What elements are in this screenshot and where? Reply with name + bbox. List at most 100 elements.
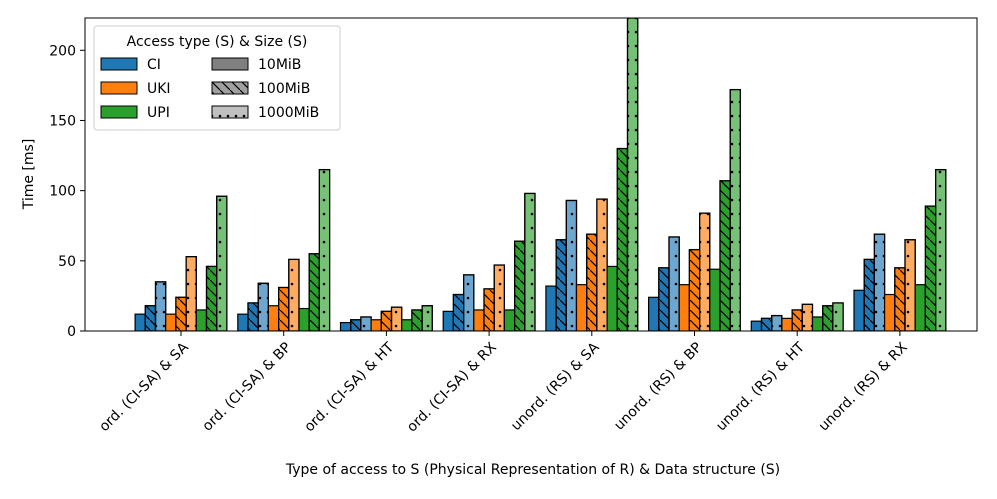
bars-layer: [134, 18, 947, 331]
bar-upi-10mib-ord-ci-sa-bp: [298, 307, 310, 331]
bar-pattern-upi-1000mib-unord-rs-sa: [626, 18, 639, 331]
bar-pattern-upi-1000mib-unord-rs-bp: [729, 88, 742, 331]
bar-uki-10mib-ord-ci-sa-bp: [267, 305, 280, 331]
bar-upi-10mib-ord-ci-sa-rx: [503, 309, 516, 331]
x-tick-label-ord-ci-sa-ht: ord. (CI-SA) & HT: [302, 339, 398, 435]
bar-pattern-uki-1000mib-ord-ci-sa-rx: [493, 264, 506, 331]
bar-pattern-uki-1000mib-unord-rs-bp: [698, 212, 711, 331]
bar-pattern-uki-100mib-unord-rs-bp: [688, 248, 701, 331]
legend-swatch-ci: [100, 57, 138, 71]
y-tick-label-100: 100: [49, 184, 76, 200]
y-tick-label-150: 150: [49, 113, 76, 129]
bar-pattern-upi-100mib-ord-ci-sa-rx: [513, 240, 526, 331]
bar-uki-10mib-unord-rs-sa: [575, 284, 588, 331]
x-tick-label-unord-rs-rx: unord. (RS) & RX: [816, 339, 911, 434]
bar-pattern-ci-1000mib-ord-ci-sa-ht: [360, 316, 372, 331]
x-axis-label: Type of access to S (Physical Representa…: [285, 462, 780, 478]
y-tick-label-200: 200: [49, 43, 76, 59]
bar-pattern-upi-1000mib-ord-ci-sa-bp: [318, 168, 331, 331]
legend-frame: [93, 25, 341, 131]
legend-swatch-10mib: [211, 57, 249, 71]
bar-uki-10mib-unord-rs-ht: [781, 317, 793, 331]
bar-pattern-upi-1000mib-unord-rs-ht: [832, 302, 844, 331]
bar-pattern-upi-100mib-unord-rs-ht: [822, 305, 834, 331]
legend-swatch-100mib-pattern: [211, 81, 249, 95]
bar-pattern-ci-100mib-ord-ci-sa-sa: [144, 305, 157, 331]
bar-uki-10mib-ord-ci-sa-ht: [370, 319, 382, 331]
bar-uki-10mib-ord-ci-sa-rx: [473, 309, 485, 331]
bar-pattern-uki-1000mib-ord-ci-sa-sa: [185, 256, 197, 331]
bar-uki-10mib-unord-rs-bp: [678, 284, 691, 331]
x-axis: ord. (CI-SA) & SA ord. (CI-SA) & BP ord. (…: [96, 331, 911, 435]
bar-ci-10mib-ord-ci-sa-sa: [134, 313, 146, 331]
legend-label-uki: UKI: [147, 81, 171, 97]
bar-pattern-uki-100mib-ord-ci-sa-bp: [278, 286, 290, 331]
legend-label-1000mib: 1000MiB: [258, 105, 319, 121]
bar-pattern-upi-1000mib-ord-ci-sa-ht: [421, 305, 433, 331]
bar-pattern-uki-1000mib-unord-rs-sa: [596, 198, 608, 331]
bar-pattern-upi-100mib-unord-rs-bp: [719, 180, 731, 331]
bar-ci-10mib-ord-ci-sa-bp: [237, 313, 249, 331]
bar-ci-10mib-unord-rs-ht: [750, 320, 763, 331]
legend-swatch-upi: [100, 105, 138, 119]
bar-pattern-upi-1000mib-ord-ci-sa-sa: [216, 195, 228, 331]
bar-uki-10mib-unord-rs-rx: [883, 293, 896, 331]
bar-pattern-ci-1000mib-ord-ci-sa-bp: [257, 282, 270, 331]
legend-title: Access type (S) & Size (S): [127, 34, 308, 50]
bar-ci-10mib-ord-ci-sa-rx: [442, 310, 455, 331]
legend-swatch-uki: [100, 81, 138, 95]
bar-upi-10mib-ord-ci-sa-sa: [195, 309, 208, 331]
bar-pattern-uki-100mib-ord-ci-sa-rx: [483, 288, 495, 331]
y-axis-label: Time [ms]: [21, 139, 37, 211]
legend-label-upi: UPI: [147, 105, 170, 121]
bar-pattern-ci-100mib-ord-ci-sa-bp: [247, 302, 259, 331]
bar-ci-10mib-unord-rs-sa: [545, 285, 557, 331]
x-tick-label-ord-ci-sa-rx: ord. (CI-SA) & RX: [404, 339, 500, 435]
bar-pattern-uki-100mib-ord-ci-sa-sa: [175, 296, 187, 331]
legend-label-ci: CI: [147, 57, 161, 73]
bar-pattern-upi-100mib-ord-ci-sa-ht: [411, 309, 423, 331]
bar-pattern-uki-1000mib-ord-ci-sa-ht: [390, 306, 403, 331]
legend: Access type (S) & Size (S) CI UKI UPI 10…: [93, 25, 341, 131]
bar-pattern-upi-1000mib-unord-rs-rx: [934, 168, 947, 331]
bar-ci-10mib-ord-ci-sa-ht: [339, 321, 352, 331]
x-tick-label-ord-ci-sa-bp: ord. (CI-SA) & BP: [200, 340, 295, 435]
bar-upi-10mib-unord-rs-bp: [709, 268, 721, 331]
x-tick-label-unord-rs-bp: unord. (RS) & BP: [611, 340, 705, 434]
bar-pattern-uki-100mib-unord-rs-sa: [586, 233, 598, 331]
x-tick-label-ord-ci-sa-sa: ord. (CI-SA) & SA: [96, 339, 192, 435]
legend-label-100mib: 100MiB: [258, 81, 310, 97]
legend-label-10mib: 10MiB: [258, 57, 301, 73]
bar-pattern-uki-100mib-unord-rs-rx: [894, 267, 906, 331]
bar-pattern-upi-1000mib-ord-ci-sa-rx: [524, 192, 536, 331]
bar-pattern-ci-100mib-unord-rs-sa: [555, 239, 567, 331]
legend-swatch-1000mib-pattern: [211, 105, 249, 119]
bar-pattern-ci-1000mib-unord-rs-sa: [565, 199, 578, 331]
x-tick-label-unord-rs-ht: unord. (RS) & HT: [713, 339, 808, 434]
bar-pattern-uki-1000mib-unord-rs-ht: [801, 303, 814, 331]
bar-upi-10mib-unord-rs-rx: [914, 284, 927, 331]
bar-upi-10mib-unord-rs-sa: [606, 265, 618, 331]
bar-uki-10mib-ord-ci-sa-sa: [165, 313, 177, 331]
bar-pattern-ci-100mib-unord-rs-bp: [658, 267, 670, 331]
bar-pattern-ci-100mib-ord-ci-sa-ht: [350, 319, 362, 331]
bar-pattern-ci-100mib-unord-rs-ht: [760, 317, 773, 331]
x-tick-label-unord-rs-sa: unord. (RS) & SA: [508, 339, 603, 434]
bar-pattern-ci-1000mib-unord-rs-ht: [771, 314, 783, 331]
bar-pattern-uki-1000mib-ord-ci-sa-bp: [288, 258, 300, 331]
bar-pattern-ci-1000mib-ord-ci-sa-rx: [463, 274, 475, 331]
bar-upi-10mib-ord-ci-sa-ht: [401, 319, 413, 331]
plot-area-frame: [84, 17, 978, 332]
bar-ci-10mib-unord-rs-rx: [853, 289, 865, 331]
bar-pattern-ci-1000mib-unord-rs-rx: [873, 233, 886, 331]
bar-pattern-upi-100mib-unord-rs-sa: [616, 147, 629, 331]
bar-pattern-ci-100mib-ord-ci-sa-rx: [452, 293, 465, 331]
bar-pattern-uki-100mib-unord-rs-ht: [791, 309, 803, 331]
bar-pattern-ci-1000mib-ord-ci-sa-sa: [154, 281, 167, 331]
bar-pattern-upi-100mib-ord-ci-sa-sa: [205, 265, 218, 331]
bar-pattern-uki-100mib-ord-ci-sa-ht: [380, 310, 393, 331]
bar-pattern-upi-100mib-ord-ci-sa-bp: [308, 253, 321, 331]
y-tick-label-0: 0: [67, 324, 76, 340]
bar-pattern-uki-1000mib-unord-rs-rx: [904, 239, 916, 331]
bar-upi-10mib-unord-rs-ht: [811, 316, 824, 331]
